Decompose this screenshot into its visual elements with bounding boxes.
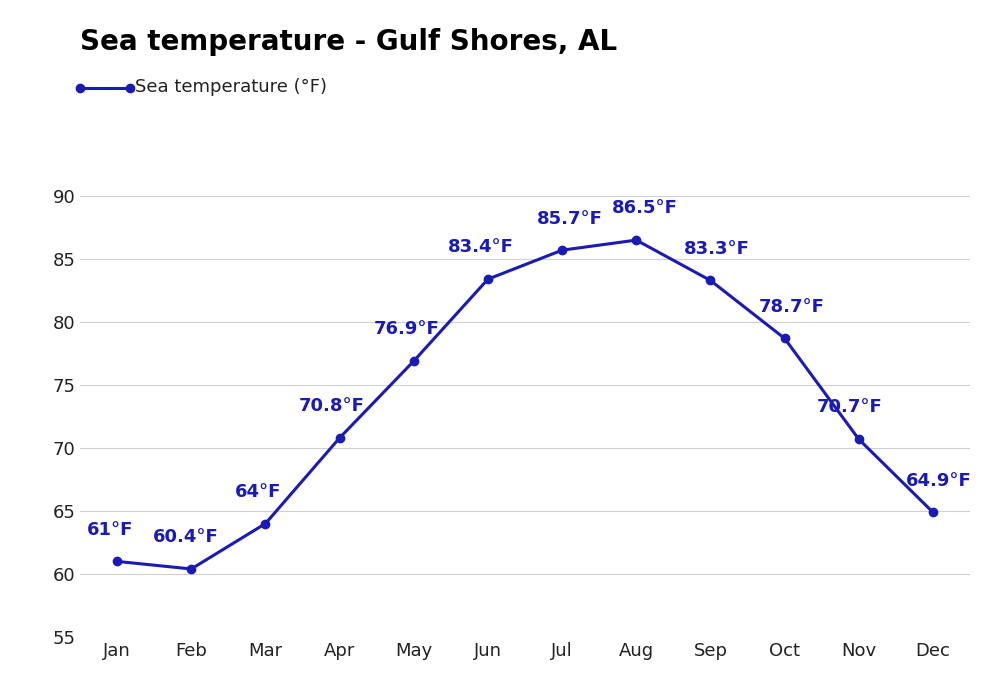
Text: 64°F: 64°F [235, 483, 281, 501]
Text: Sea temperature - Gulf Shores, AL: Sea temperature - Gulf Shores, AL [80, 28, 617, 56]
Text: 64.9°F: 64.9°F [906, 472, 972, 489]
Text: 78.7°F: 78.7°F [759, 298, 825, 316]
Text: 70.7°F: 70.7°F [817, 398, 883, 416]
Text: 83.4°F: 83.4°F [448, 239, 513, 256]
Text: 76.9°F: 76.9°F [373, 321, 439, 338]
Text: 61°F: 61°F [86, 521, 133, 539]
Text: 85.7°F: 85.7°F [537, 209, 602, 228]
Text: 60.4°F: 60.4°F [152, 528, 218, 546]
Text: 86.5°F: 86.5°F [612, 199, 678, 218]
Text: Sea temperature (°F): Sea temperature (°F) [135, 78, 327, 97]
Text: 83.3°F: 83.3°F [683, 239, 749, 258]
Text: 70.8°F: 70.8°F [299, 397, 365, 415]
